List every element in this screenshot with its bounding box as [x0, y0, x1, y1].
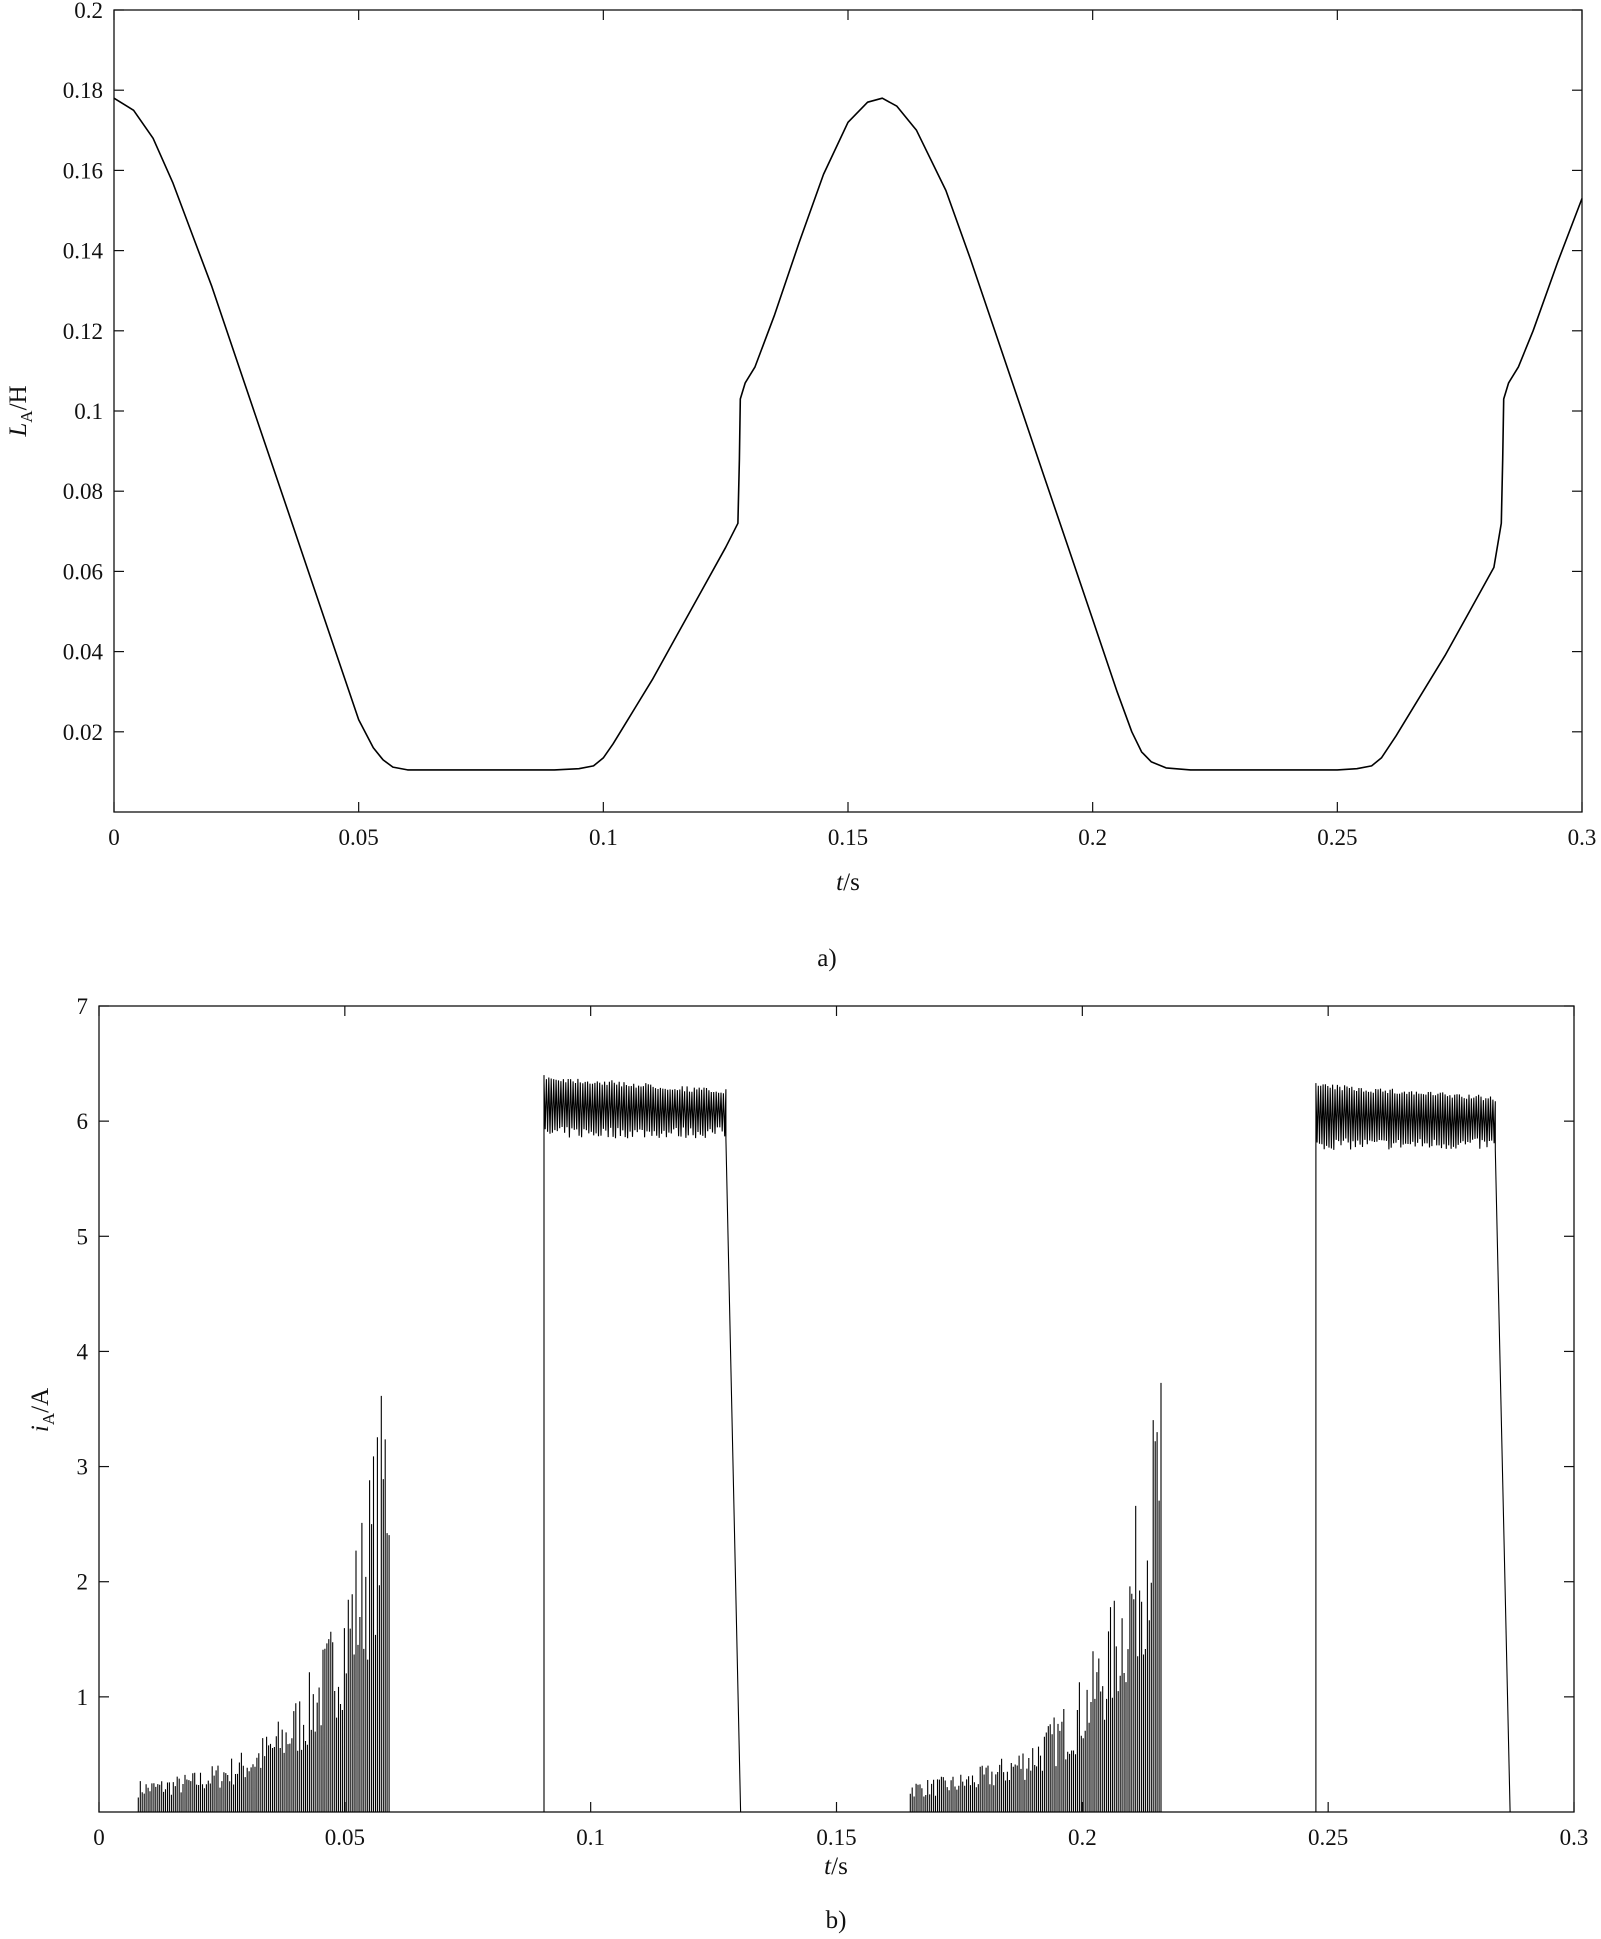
x-tick-label: 0.3: [1568, 825, 1597, 850]
x-tick-label: 0.1: [576, 1825, 605, 1850]
chart-a-x-tick-labels: 0 0.05 0.1 0.15 0.2 0.25 0.3: [108, 825, 1596, 850]
chart-b-caption: b): [826, 1907, 847, 1934]
chart-a-ticks: [113, 9, 1583, 812]
y-tick-label: 5: [77, 1224, 89, 1249]
y-tick-label: 0.06: [63, 559, 103, 584]
y-tick-label: 0.18: [63, 78, 103, 103]
chart-b-x-axis-label: t/s: [824, 1853, 848, 1880]
y-tick-label: 0.16: [63, 158, 103, 183]
x-tick-label: 0.1: [589, 825, 618, 850]
y-tick-label: 7: [77, 994, 89, 1019]
x-tick-label: 0.2: [1068, 1825, 1097, 1850]
x-tick-label: 0.2: [1078, 825, 1107, 850]
chart-a-y-axis-label: LA/H: [5, 385, 36, 437]
chart-a-inductance-curve: [113, 97, 1583, 771]
x-tick-label: 0: [93, 1825, 105, 1850]
x-tick-label: 0.15: [816, 1825, 856, 1850]
x-tick-label: 0: [108, 825, 120, 850]
y-tick-label: 1: [77, 1685, 89, 1710]
chart-a-y-tick-labels: 0.02 0.04 0.06 0.08 0.1 0.12 0.14 0.16 0.18 0.2: [63, 0, 104, 745]
x-tick-label: 0.25: [1317, 825, 1357, 850]
chart-b-flat-current-pulses: [543, 1075, 1511, 1813]
y-tick-label: 4: [77, 1339, 89, 1364]
y-tick-label: 0.12: [63, 319, 103, 344]
x-tick-label: 0.3: [1560, 1825, 1589, 1850]
chart-b-y-axis-label: iA/A: [27, 1388, 58, 1432]
y-tick-label: 0.14: [63, 239, 104, 264]
chart-a: 0 0.05 0.1 0.15 0.2 0.25 0.3 0.020.040.060.080…: [5, 0, 1596, 972]
x-tick-label: 0.25: [1308, 1825, 1348, 1850]
chart-b-y-tick-labels: 1 2 3 4 5 6 7: [77, 994, 89, 1710]
y-tick-label: 2: [77, 1570, 89, 1595]
y-tick-label: 6: [77, 1109, 89, 1134]
y-tick-label: 0.04: [63, 640, 104, 665]
y-tick-label: 0.2: [74, 0, 103, 23]
x-tick-label: 0.05: [339, 825, 379, 850]
chart-b-x-tick-labels: 0 0.05 0.1 0.15 0.2 0.25 0.3: [93, 1825, 1588, 1850]
chart-a-caption: a): [817, 945, 836, 972]
chart-a-frame: [113, 9, 1583, 813]
chart-b-chopping-current: [137, 1382, 1162, 1812]
y-tick-label: 3: [77, 1455, 89, 1480]
y-tick-label: 0.1: [74, 399, 103, 424]
y-tick-label: 0.02: [63, 720, 103, 745]
x-tick-label: 0.05: [325, 1825, 365, 1850]
x-tick-label: 0.15: [828, 825, 868, 850]
y-tick-label: 0.08: [63, 479, 103, 504]
chart-a-x-axis-label: t/s: [836, 869, 860, 896]
